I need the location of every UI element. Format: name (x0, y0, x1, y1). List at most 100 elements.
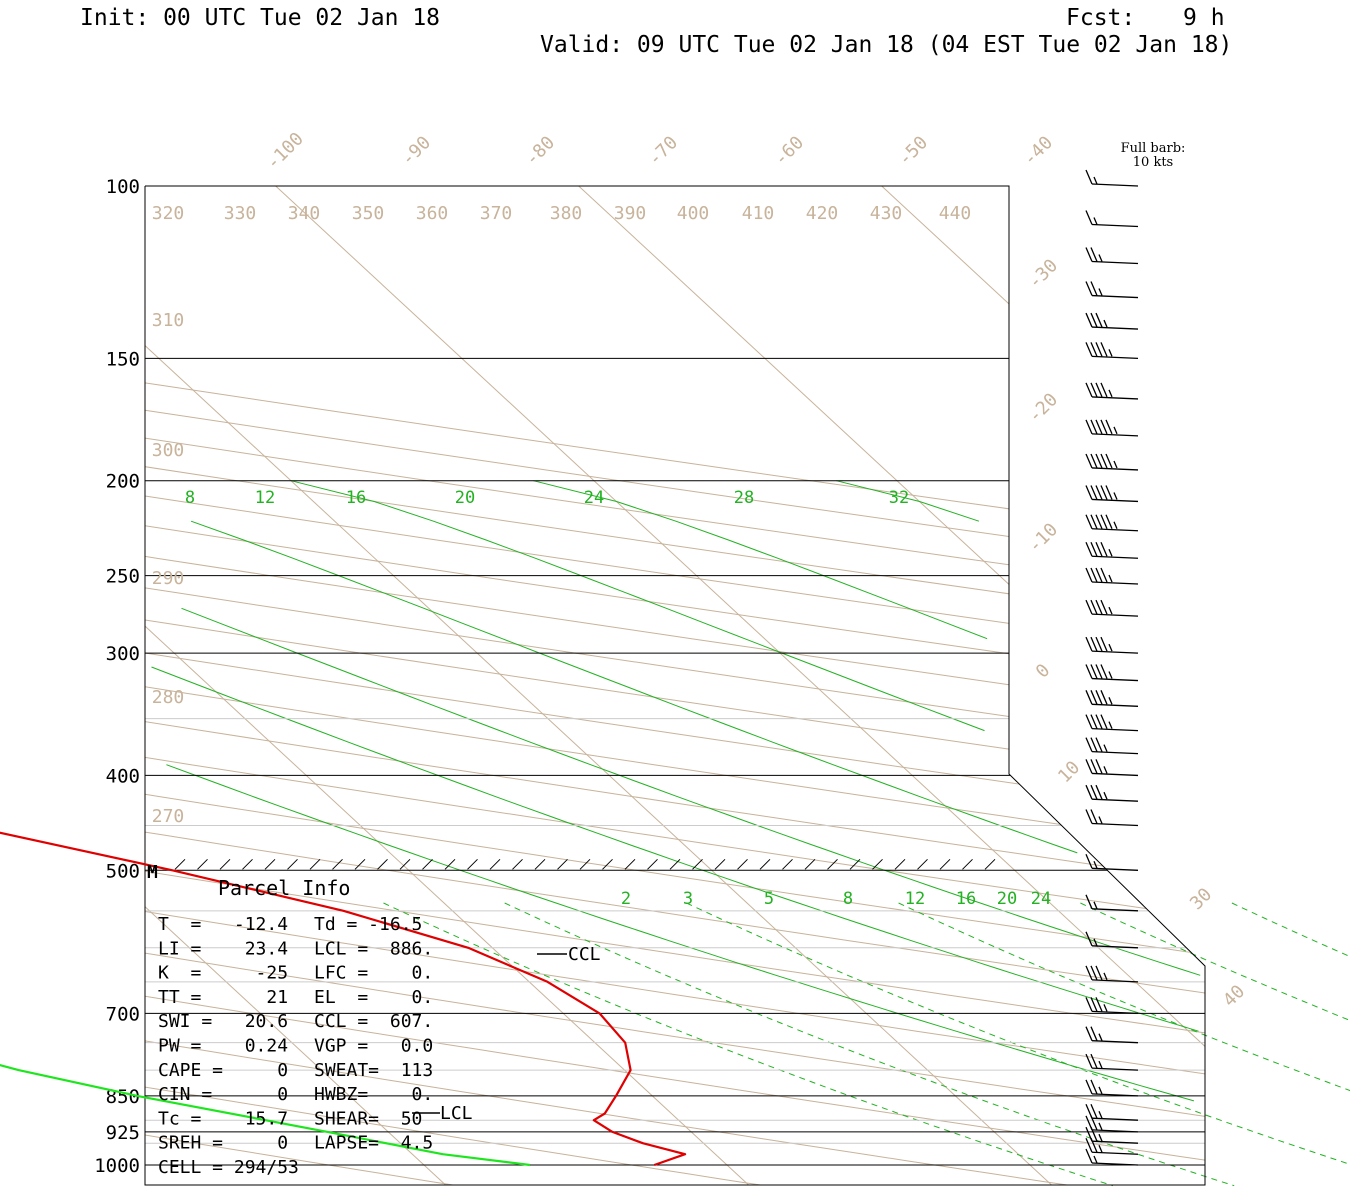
wind-barb (1085, 247, 1139, 265)
isotherm-label: -20 (1024, 389, 1062, 427)
isotherm-line (145, 186, 447, 1185)
theta-label: 360 (416, 203, 449, 224)
parcel-info-right: Td = -16.5 (314, 914, 422, 935)
isotherm-label: 0 (1032, 660, 1055, 683)
isotherm-label: -50 (894, 132, 932, 170)
wind-barb (1085, 1026, 1139, 1044)
pressure-label: 500 (106, 860, 140, 882)
isotherm-label: -90 (397, 132, 435, 170)
mixing-ratio-label: 24 (1031, 889, 1051, 909)
barb-legend-line2: 10 kts (1133, 155, 1173, 170)
theta-label: 300 (152, 440, 185, 461)
wind-barb (1085, 997, 1139, 1015)
wind-barb (1085, 664, 1139, 682)
parcel-info-table: T = -12.4 Td = -16.5 LI = 23.4 LCL = 886. K … (158, 914, 433, 1178)
hatch-mark (489, 858, 501, 870)
moist-adiabat-line (181, 607, 1201, 976)
wind-barb (1085, 854, 1139, 871)
wind-barb (1085, 453, 1139, 471)
wind-barb (1085, 567, 1139, 585)
wind-barb (1085, 485, 1139, 503)
isotherm-line (275, 186, 1205, 1185)
dewpoint-profile (0, 1064, 531, 1167)
mixing-ratio-label: 5 (764, 889, 774, 909)
wind-barb (1085, 1148, 1139, 1166)
hatch-mark (309, 858, 321, 870)
theta-label: 270 (152, 806, 185, 827)
wind-barb (1085, 382, 1139, 400)
parcel-info-left: Tc = 15.7 (158, 1108, 288, 1129)
dry-adiabat-line (145, 186, 1205, 1185)
theta-label: 380 (550, 203, 583, 224)
hatch-marks-500 (174, 858, 996, 870)
theta-label: 430 (870, 203, 903, 224)
hatch-mark (557, 858, 568, 870)
wind-barb (1085, 737, 1139, 755)
theta-label: 350 (352, 203, 385, 224)
pressure-label: 250 (106, 566, 140, 588)
hatch-mark (444, 858, 456, 870)
isotherm-label: -10 (1024, 519, 1062, 557)
hatch-mark (354, 858, 366, 870)
mixing-ratio-label: 28 (734, 488, 754, 508)
isotherm-line (145, 186, 1053, 1185)
mixing-ratio-label: 2 (621, 889, 631, 909)
theta-label: 340 (288, 203, 321, 224)
wind-barbs (1085, 169, 1139, 1166)
hatch-mark (669, 858, 681, 870)
hatch-mark (219, 858, 231, 870)
hatch-mark (962, 858, 973, 870)
theta-label: 400 (677, 203, 710, 224)
wind-barb (1085, 759, 1139, 777)
isotherm-line (881, 186, 1205, 1185)
dry-adiabat-line (145, 186, 1205, 1185)
wind-barb (1085, 342, 1139, 360)
dry-adiabat-line (145, 186, 1205, 1185)
mixing-ratio-line (1231, 902, 1350, 958)
parcel-info-right: SHEAR= 50 (314, 1108, 422, 1129)
hatch-mark (939, 858, 951, 870)
parcel-info-left: CAPE = 0 (158, 1060, 288, 1081)
parcel-info-right: HWBZ= 0. (314, 1084, 433, 1105)
parcel-info-right: SWEAT= 113 (314, 1060, 433, 1081)
mixing-ratio-label: 20 (997, 889, 1017, 909)
parcel-info-title: Parcel Info (218, 876, 350, 900)
hatch-mark (602, 858, 613, 870)
hatch-mark (242, 858, 253, 870)
hatch-mark (512, 858, 523, 870)
wind-barb (1085, 931, 1139, 949)
hatch-mark (917, 858, 928, 870)
moist-adiabat-line (836, 480, 980, 522)
mixing-ratio-label: 32 (889, 488, 909, 508)
hatch-mark (287, 858, 298, 870)
hatch-mark (534, 858, 546, 870)
hatch-mark (467, 858, 478, 870)
wind-barb (1085, 690, 1139, 707)
valid-time: Valid: 09 UTC Tue 02 Jan 18 (04 EST Tue … (540, 32, 1232, 58)
theta-label: 410 (742, 203, 775, 224)
theta-label: 310 (152, 310, 185, 331)
dry-adiabat-line (145, 186, 1205, 1185)
hatch-mark (579, 858, 591, 870)
isotherm-label: -80 (521, 132, 559, 170)
moist-adiabat-line (290, 480, 985, 732)
wind-barb (1085, 1103, 1139, 1121)
isotherm-label: -100 (262, 128, 308, 174)
dry-adiabat-line (145, 186, 1072, 1185)
parcel-info-left: TT = 21 (158, 987, 288, 1008)
hatch-mark (197, 858, 208, 870)
hatch-mark (849, 858, 861, 870)
theta-label: 440 (939, 203, 972, 224)
isotherm-label: -60 (770, 132, 808, 170)
dry-adiabat-line (145, 186, 1205, 1185)
mixing-ratio-label: 16 (956, 889, 976, 909)
parcel-info-right: LAPSE= 4.5 (314, 1133, 433, 1154)
pressure-label: 100 (106, 176, 140, 198)
pressure-label: 300 (106, 643, 140, 665)
dry-adiabat-line (145, 186, 1205, 1185)
wind-barb (1085, 419, 1139, 437)
hatch-mark (624, 858, 636, 870)
pressure-label: 925 (106, 1122, 140, 1144)
parcel-info-left: K = -25 (158, 963, 288, 984)
theta-label: 420 (806, 203, 839, 224)
